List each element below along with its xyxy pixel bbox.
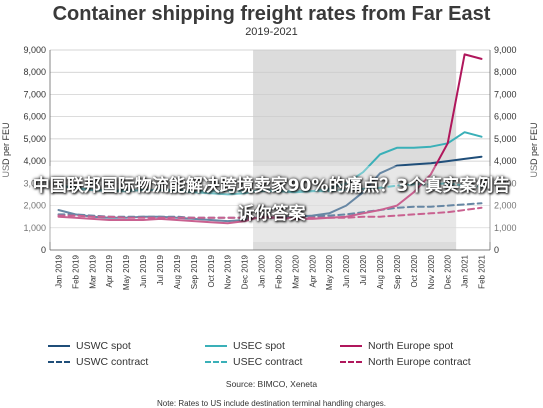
- legend-swatch: [340, 345, 362, 348]
- legend-label: USWC contract: [76, 356, 149, 368]
- y-axis-label-right: USD per FEU: [529, 122, 539, 177]
- chart-source: Source: BIMCO, Xeneta: [225, 379, 318, 389]
- overlay-headline: 中国联邦国际物流能解决跨境卖家90%的痛点？3个真实案例告诉你答案: [32, 176, 511, 224]
- chart-title: Container shipping freight rates from Fa…: [52, 3, 491, 25]
- y-tick-label-right: 3,000: [494, 178, 517, 188]
- x-tick-label: Sep 2020: [393, 254, 402, 289]
- x-tick-label: Dec 2019: [241, 254, 250, 289]
- legend-item-uswc-contract: USWC contract: [48, 356, 148, 368]
- y-tick-label-left: 4,000: [23, 156, 46, 166]
- legend-item-uswc-spot: USWC spot: [48, 340, 131, 352]
- overlay-banner: [0, 166, 543, 242]
- y-tick-label-left: 7,000: [23, 89, 46, 99]
- x-tick-label: May 2019: [122, 254, 131, 290]
- x-tick-label: Mar 2019: [88, 254, 97, 288]
- series-line-usec-contract: [57, 182, 483, 193]
- y-tick-label-right: 0: [494, 245, 499, 255]
- legend-item-north-europe-contract: North Europe contract: [340, 356, 471, 368]
- x-tick-label: Feb 2021: [478, 254, 487, 288]
- legend-item-usec-contract: USEC contract: [205, 356, 302, 368]
- x-tick-label: Mar 2020: [291, 254, 300, 288]
- x-tick-label: Apr 2019: [105, 254, 114, 287]
- x-tick-label: Jun 2019: [139, 254, 148, 287]
- x-tick-label: May 2020: [325, 254, 334, 290]
- x-tick-label: Feb 2020: [274, 254, 283, 288]
- x-tick-label: Jan 2021: [461, 254, 470, 287]
- x-tick-label: Oct 2019: [207, 254, 216, 287]
- x-tick-label: Aug 2019: [173, 254, 182, 289]
- legend-swatch: [48, 361, 70, 364]
- y-tick-label-right: 4,000: [494, 156, 517, 166]
- y-tick-label-right: 5,000: [494, 134, 517, 144]
- legend-swatch: [205, 361, 227, 364]
- legend-swatch: [340, 361, 362, 364]
- legend-label: North Europe contract: [368, 356, 471, 368]
- x-tick-label: Jul 2020: [359, 254, 368, 285]
- x-tick-label: Jun 2020: [342, 254, 351, 287]
- y-tick-label-right: 9,000: [494, 45, 517, 55]
- legend-label: USEC spot: [233, 340, 285, 352]
- x-tick-label: Nov 2019: [224, 254, 233, 289]
- y-tick-label-left: 9,000: [23, 45, 46, 55]
- legend-label: USEC contract: [233, 356, 303, 368]
- y-tick-label-right: 7,000: [494, 89, 517, 99]
- x-tick-label: Jan 2019: [54, 254, 63, 287]
- x-tick-label: Jul 2019: [156, 254, 165, 285]
- x-tick-label: Apr 2020: [308, 254, 317, 287]
- chart-note: Note: Rates to US include destination te…: [156, 399, 387, 408]
- legend-label: USWC spot: [76, 340, 131, 352]
- y-tick-label-left: 0: [41, 245, 46, 255]
- y-tick-label-left: 5,000: [23, 134, 46, 144]
- x-tick-label: Oct 2020: [410, 254, 419, 287]
- series-line-north-europe-contract: [57, 206, 483, 219]
- x-tick-label: Dec 2020: [444, 254, 453, 289]
- legend-swatch: [48, 345, 70, 348]
- y-tick-label-left: 2,000: [23, 201, 46, 211]
- legend-label: North Europe spot: [368, 340, 454, 352]
- y-tick-label-right: 1,000: [494, 223, 517, 233]
- y-tick-label-right: 6,000: [494, 112, 517, 122]
- legend-item-usec-spot: USEC spot: [205, 340, 285, 352]
- legend-swatch: [205, 345, 227, 348]
- y-tick-label-left: 8,000: [23, 67, 46, 77]
- x-tick-label: Sep 2019: [190, 254, 199, 289]
- y-axis-label-left: USD per FEU: [1, 122, 11, 177]
- y-tick-label-left: 3,000: [23, 178, 46, 188]
- y-tick-label-left: 1,000: [23, 223, 46, 233]
- chart-subtitle: 2019-2021: [245, 26, 298, 38]
- y-tick-label-left: 6,000: [23, 112, 46, 122]
- x-tick-label: Nov 2020: [427, 254, 436, 289]
- legend-item-north-europe-spot: North Europe spot: [340, 340, 453, 352]
- x-tick-label: Jan 2020: [258, 254, 267, 287]
- x-tick-label: Feb 2019: [71, 254, 80, 288]
- y-tick-label-right: 8,000: [494, 67, 517, 77]
- y-tick-label-right: 2,000: [494, 201, 517, 211]
- x-tick-label: Aug 2020: [376, 254, 385, 289]
